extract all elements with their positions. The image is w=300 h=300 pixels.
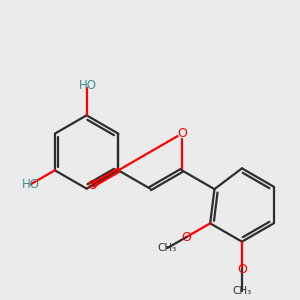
Text: CH₃: CH₃ xyxy=(232,286,252,296)
Text: HO: HO xyxy=(22,178,40,191)
Text: O: O xyxy=(177,127,187,140)
Text: HO: HO xyxy=(79,79,97,92)
Text: O: O xyxy=(237,263,247,276)
Text: O: O xyxy=(88,179,98,192)
Text: O: O xyxy=(181,231,191,244)
Text: CH₃: CH₃ xyxy=(158,243,177,253)
